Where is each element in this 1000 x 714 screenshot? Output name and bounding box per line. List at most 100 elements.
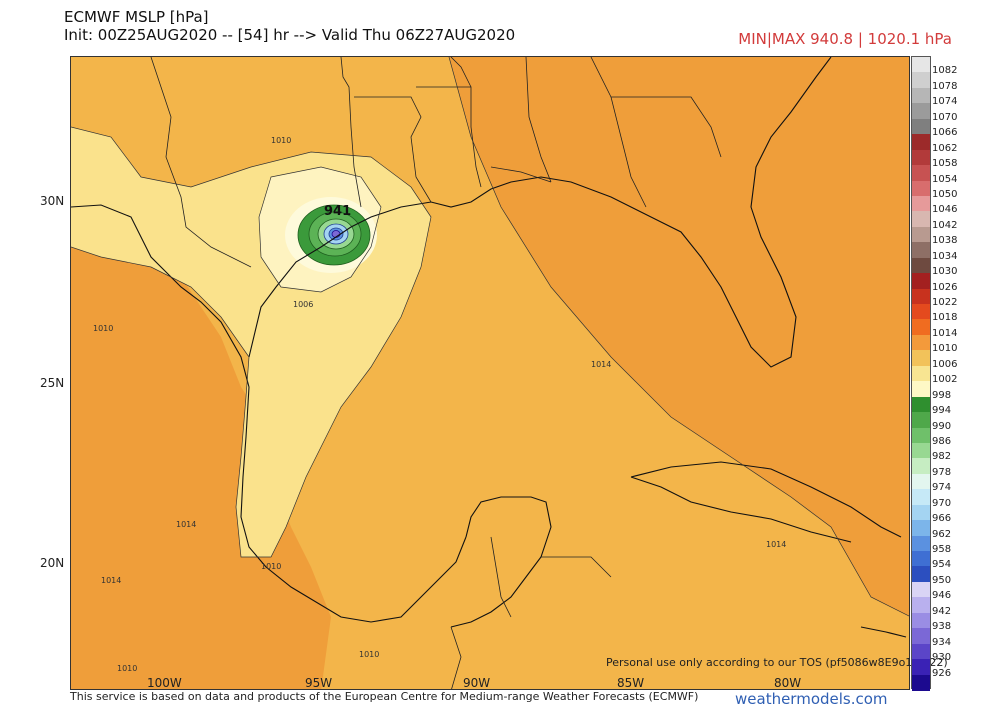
colorbar-swatch [912, 103, 930, 120]
colorbar-label: 1010 [932, 343, 958, 355]
colorbar-swatch [912, 628, 930, 645]
tos-note: Personal use only according to our TOS (… [606, 656, 948, 669]
colorbar-swatch [912, 195, 930, 212]
footer-credit: This service is based on data and produc… [70, 690, 699, 703]
colorbar-label: 1070 [932, 111, 958, 123]
colorbar-label: 1026 [932, 281, 958, 293]
colorbar-label: 926 [932, 667, 952, 679]
colorbar-label: 986 [932, 435, 952, 447]
colorbar-swatch [912, 396, 930, 413]
colorbar-swatch [912, 334, 930, 351]
colorbar-label: 1006 [932, 358, 958, 370]
colorbar-label: 1082 [932, 65, 958, 77]
min-max-readout: MIN|MAX 940.8 | 1020.1 hPa [738, 30, 952, 48]
colorbar-label: 1054 [932, 173, 958, 185]
colorbar-swatch [912, 381, 930, 398]
lat-label-30n: 30N [40, 194, 65, 208]
colorbar-swatch [912, 489, 930, 506]
colorbar-label: 994 [932, 405, 952, 417]
colorbar-label: 998 [932, 389, 952, 401]
colorbar-swatch [912, 674, 930, 691]
colorbar-label: 1022 [932, 297, 958, 309]
lon-label-90w: 90W [463, 676, 491, 690]
isobars [71, 57, 909, 617]
colorbar-swatch [912, 149, 930, 166]
colorbar-swatch [912, 257, 930, 274]
colorbar-swatch [912, 165, 930, 182]
colorbar-label: 1034 [932, 250, 958, 262]
colorbar-label: 970 [932, 497, 952, 509]
contour-label-1010-s: 1010 [261, 562, 281, 571]
colorbar-label: 966 [932, 513, 952, 525]
lon-label-85w: 85W [617, 676, 645, 690]
colorbar-swatch [912, 226, 930, 243]
lon-label-95w: 95W [305, 676, 333, 690]
colorbar-label: 1058 [932, 158, 958, 170]
colorbar-swatch [912, 87, 930, 104]
colorbar-swatch [912, 427, 930, 444]
colorbar-label: 1018 [932, 312, 958, 324]
colorbar-swatch [912, 242, 930, 259]
colorbar-swatch [912, 473, 930, 490]
brand-link[interactable]: weathermodels.com [735, 690, 888, 708]
colorbar-swatch [912, 72, 930, 89]
colorbar-label: 982 [932, 451, 952, 463]
map-svg: 1010 1006 1010 1014 1014 1014 1014 1010 … [71, 57, 909, 689]
colorbar-swatch [912, 504, 930, 521]
title-line-2: Init: 00Z25AUG2020 -- [54] hr --> Valid … [64, 26, 516, 44]
lat-label-20n: 20N [40, 556, 65, 570]
colorbar-swatch [912, 412, 930, 429]
colorbar-label: 1042 [932, 219, 958, 231]
colorbar-label: 1050 [932, 188, 958, 200]
colorbar-label: 934 [932, 636, 952, 648]
colorbar-label: 1002 [932, 374, 958, 386]
contour-label-1010-bottom: 1010 [117, 664, 137, 673]
colorbar-swatch [912, 180, 930, 197]
colorbar-label: 1038 [932, 235, 958, 247]
colorbar-swatch [912, 304, 930, 321]
colorbar-label: 1074 [932, 96, 958, 108]
colorbar-swatch [912, 581, 930, 598]
contour-label-1014-sw: 1014 [176, 520, 196, 529]
colorbar-label: 1014 [932, 327, 958, 339]
colorbar-swatch [912, 535, 930, 552]
contour-label-1014-e: 1014 [591, 360, 611, 369]
colorbar-label: 1078 [932, 80, 958, 92]
contour-label-1006: 1006 [293, 300, 313, 309]
colorbar-label: 978 [932, 466, 952, 478]
colorbar-swatch [912, 118, 930, 135]
colorbar-swatch [912, 458, 930, 475]
colorbar-label: 950 [932, 574, 952, 586]
contour-label-1014-far-sw: 1014 [101, 576, 121, 585]
contour-label-1010-yuc: 1010 [359, 650, 379, 659]
colorbar [911, 56, 931, 691]
colorbar-swatch [912, 273, 930, 290]
colorbar-swatch [912, 659, 930, 676]
band-1018-east [449, 57, 909, 616]
colorbar-label: 1046 [932, 204, 958, 216]
pressure-map[interactable]: 1010 1006 1010 1014 1014 1014 1014 1010 … [70, 56, 910, 690]
colorbar-swatch [912, 566, 930, 583]
borders [150, 57, 722, 689]
colorbar-label: 942 [932, 605, 952, 617]
colorbar-swatch [912, 442, 930, 459]
lon-label-80w: 80W [774, 676, 802, 690]
low-center-label: 941 [324, 204, 351, 219]
colorbar-label: 1062 [932, 142, 958, 154]
contour-label-1010-nw: 1010 [271, 136, 291, 145]
lat-label-25n: 25N [40, 376, 65, 390]
colorbar-label: 938 [932, 621, 952, 633]
colorbar-label: 974 [932, 482, 952, 494]
colorbar-swatch [912, 365, 930, 382]
chart-title: ECMWF MSLP [hPa] Init: 00Z25AUG2020 -- [… [64, 8, 515, 44]
title-line-1: ECMWF MSLP [hPa] [64, 8, 209, 26]
colorbar-label: 1030 [932, 266, 958, 278]
colorbar-swatch [912, 612, 930, 629]
colorbar-label: 990 [932, 420, 952, 432]
colorbar-swatch [912, 597, 930, 614]
colorbar-swatch [912, 520, 930, 537]
colorbar-swatch [912, 288, 930, 305]
colorbar-label: 954 [932, 559, 952, 571]
colorbar-swatch [912, 134, 930, 151]
contour-label-1014-cuba: 1014 [766, 540, 786, 549]
